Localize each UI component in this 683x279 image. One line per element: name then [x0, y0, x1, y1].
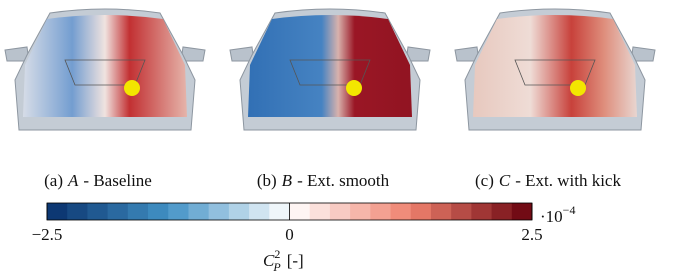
captions: (a)A- Baseline (b) B- Ext. smooth (c) C- Ext…: [44, 171, 621, 190]
colorbar-step: [148, 203, 169, 220]
caption-label: (b): [257, 171, 277, 190]
colorbar-step: [188, 203, 209, 220]
caption-label: (a): [44, 171, 63, 190]
colorbar-tick-label: 2.5: [521, 225, 542, 244]
unit: [-]: [287, 251, 304, 270]
caption-text: - Ext. with kick: [515, 171, 621, 190]
colorbar-step: [370, 203, 391, 220]
colorbar-step: [168, 203, 189, 220]
exponent: −4: [563, 203, 576, 217]
colorbar-step: [209, 203, 230, 220]
colorbar-step: [411, 203, 432, 220]
caption: (c) C- Ext. with kick: [475, 171, 621, 190]
colorbar-step: [249, 203, 270, 220]
car-panel-c: [455, 9, 655, 130]
caption: (a)A- Baseline: [44, 171, 152, 190]
figure: (a)A- Baseline (b) B- Ext. smooth (c) C- Ext…: [0, 0, 683, 279]
subscript: P: [272, 260, 281, 274]
colorbar-step: [451, 203, 472, 220]
multiplier: ·10: [540, 207, 563, 226]
colorbar-step: [269, 203, 290, 220]
colorbar-step: [350, 203, 371, 220]
colorbar-step: [330, 203, 351, 220]
colorbar-step: [128, 203, 149, 220]
colorbar-tick-label: 0: [285, 225, 294, 244]
colorbar-step: [391, 203, 412, 220]
colorbar-step: [87, 203, 108, 220]
colorbar-step: [67, 203, 88, 220]
colorbar-step: [431, 203, 452, 220]
colorbar-step: [229, 203, 250, 220]
car-panel-b: [230, 9, 430, 130]
colorbar-step: [512, 203, 533, 220]
colorbar-tick-label: −2.5: [32, 225, 63, 244]
caption-text: - Baseline: [83, 171, 151, 190]
colorbar-step: [290, 203, 311, 220]
caption-name: C: [499, 171, 511, 190]
caption: (b) B- Ext. smooth: [257, 171, 390, 190]
colorbar-step: [108, 203, 129, 220]
car-panel-a: [5, 9, 205, 130]
caption-name: B: [282, 171, 293, 190]
caption-text: - Ext. smooth: [297, 171, 390, 190]
colorbar-step: [47, 203, 68, 220]
superscript: 2: [274, 247, 280, 261]
colorbar-multiplier: ·10−4: [540, 203, 575, 226]
caption-label: (c): [475, 171, 494, 190]
colorbar-step: [310, 203, 331, 220]
caption-name: A: [67, 171, 79, 190]
colorbar-step: [471, 203, 492, 220]
colorbar-step: [492, 203, 513, 220]
